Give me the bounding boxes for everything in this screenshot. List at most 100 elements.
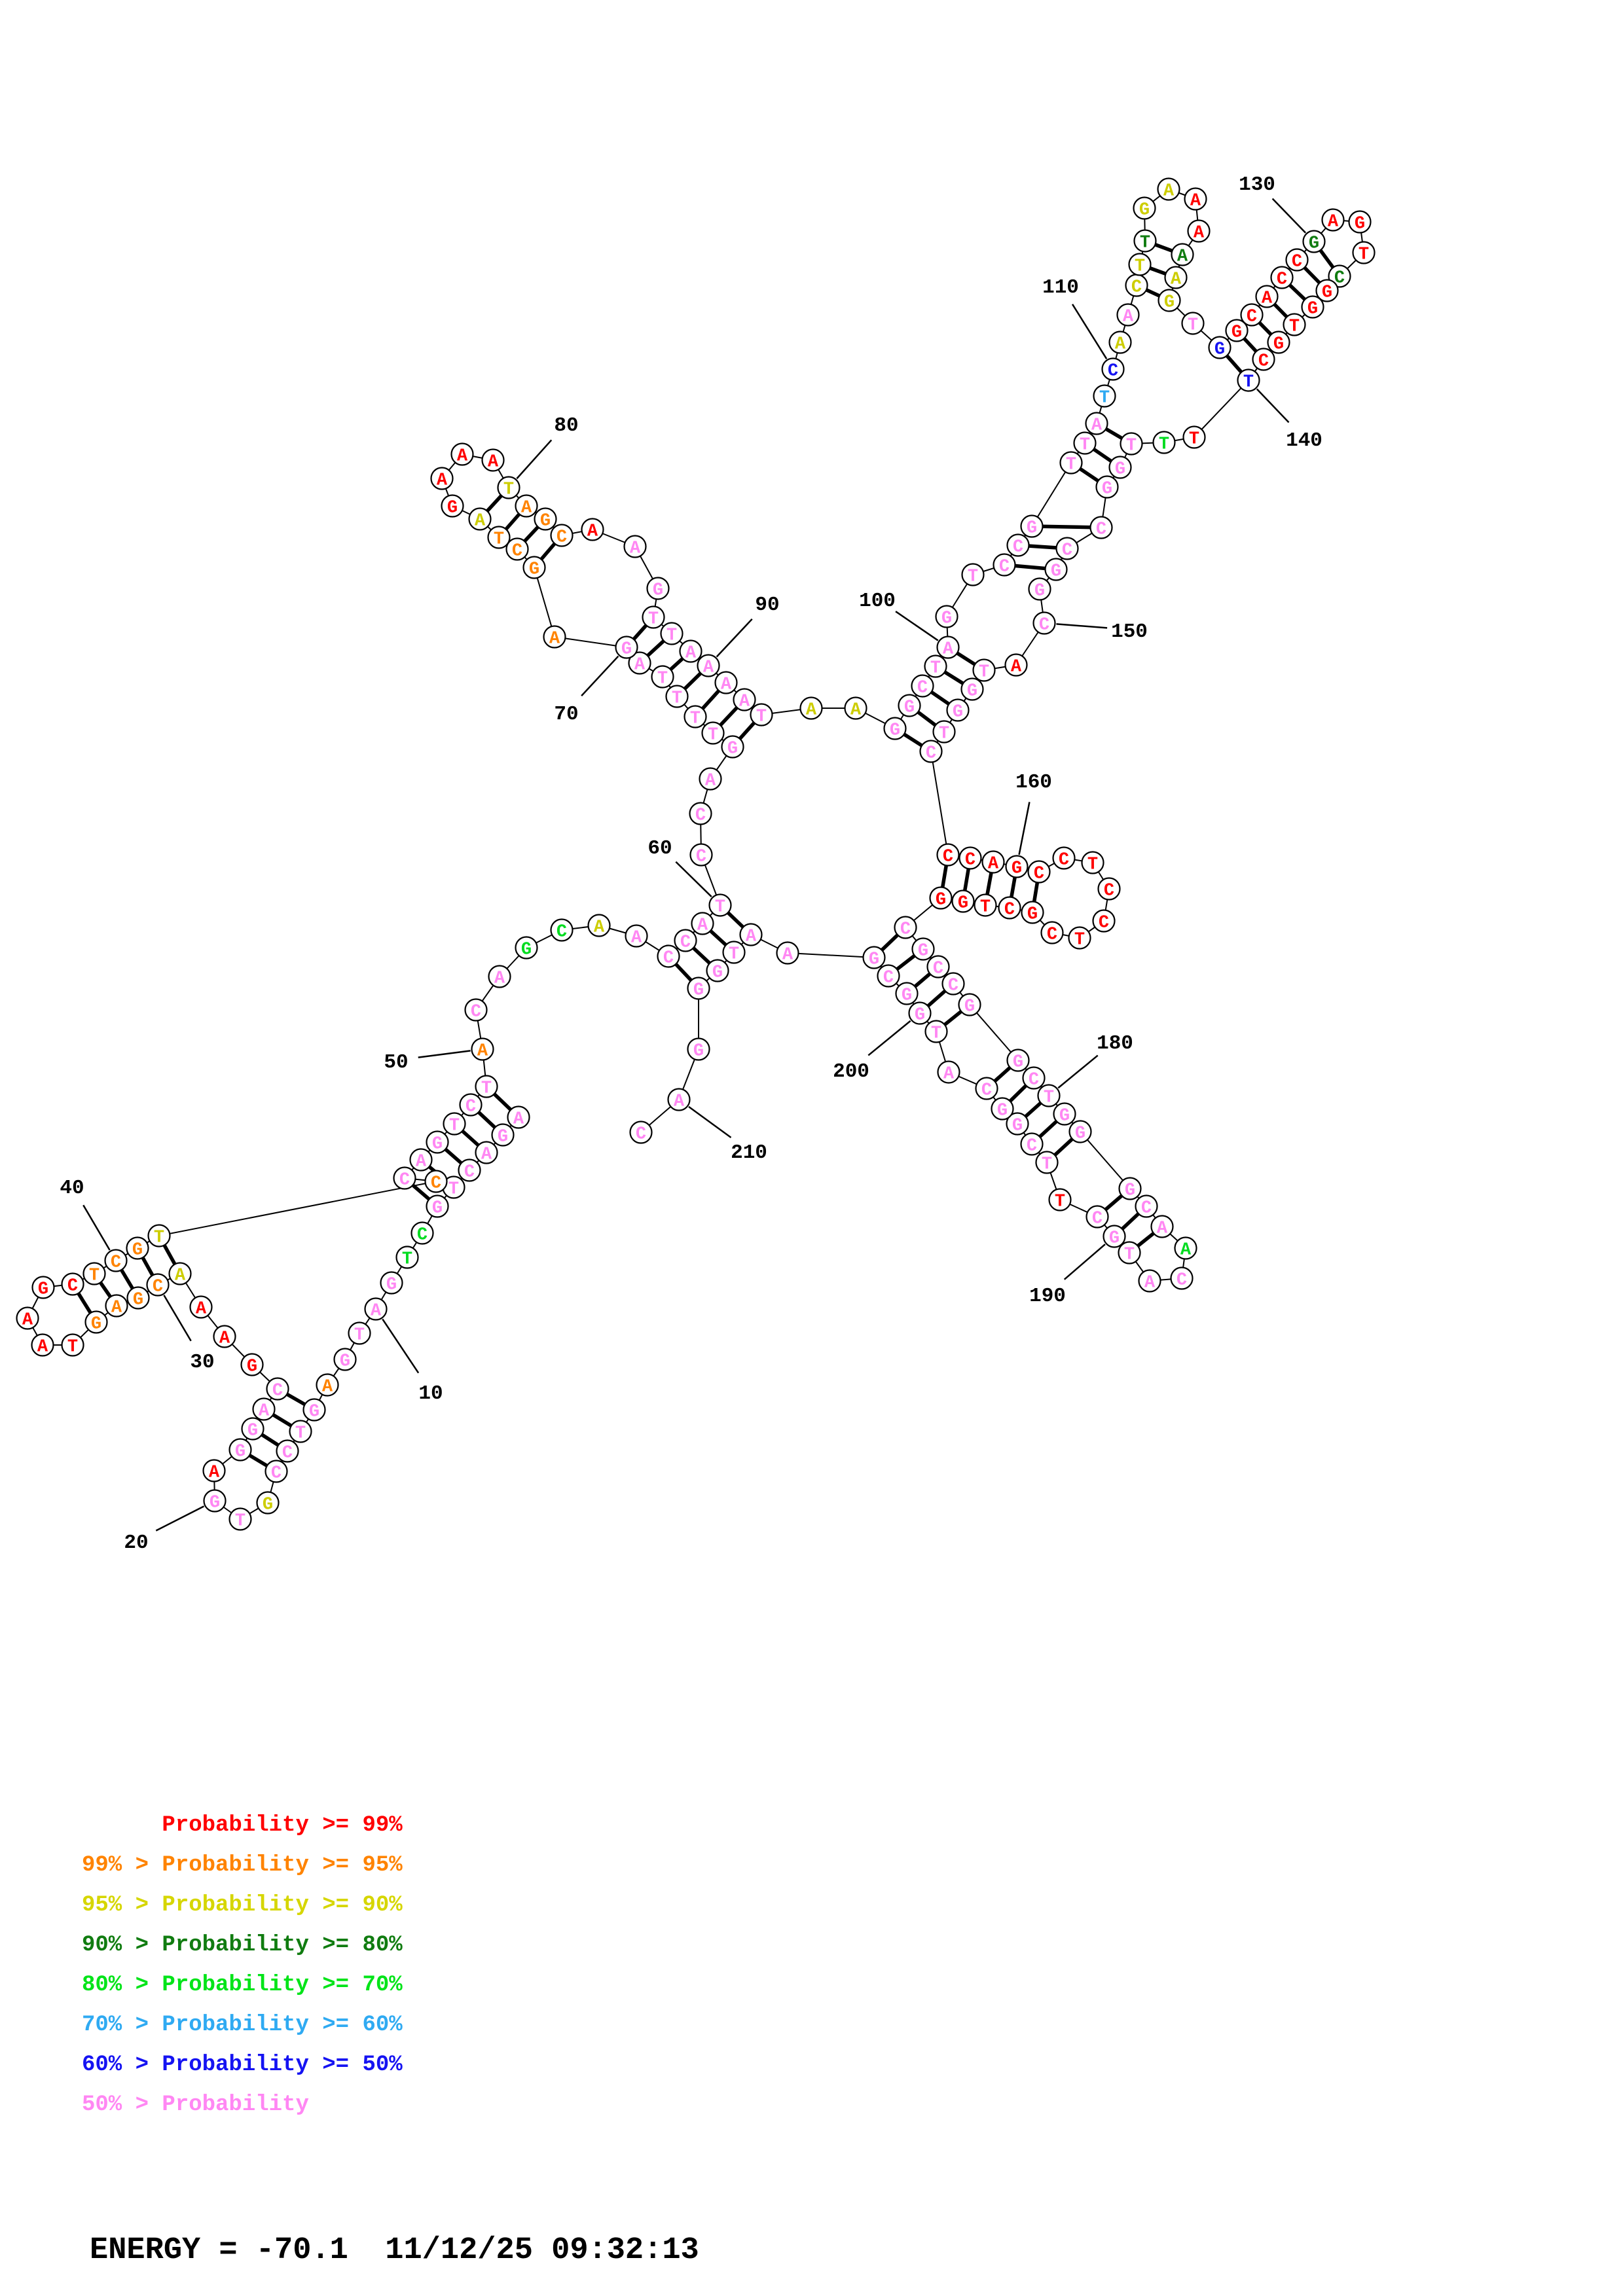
label-leader-line (418, 1050, 471, 1058)
nucleotide-letter: T (503, 480, 514, 500)
nucleotide-letter: A (37, 1338, 48, 1357)
nucleotide: G (426, 1130, 449, 1155)
nucleotide: G (515, 936, 538, 960)
nucleotide: C (410, 1221, 434, 1246)
nucleotide-circle (687, 1037, 710, 1061)
nucleotide: C (958, 846, 982, 870)
nucleotide: A (1171, 243, 1194, 267)
nucleotide-circle (1085, 412, 1108, 435)
nucleotide: A (1138, 1269, 1161, 1293)
nucleotide: G (1006, 1112, 1029, 1136)
nucleotide-circle (687, 977, 710, 1000)
nucleotide-letter: C (471, 1003, 481, 1022)
position-label: 150 (1111, 620, 1148, 643)
nucleotide-circle (240, 1353, 264, 1376)
nucleotide-letter: G (918, 942, 928, 961)
nucleotide-letter: C (556, 923, 567, 942)
nucleotide: A (844, 696, 867, 721)
nucleotide-circle (441, 494, 464, 518)
nucleotide-circle (426, 1194, 449, 1218)
nucleotide-circle (936, 843, 960, 867)
nucleotide-circle (458, 1158, 481, 1182)
nucleotide-letter: T (1188, 316, 1198, 336)
nucleotide-letter: T (1159, 435, 1169, 455)
nucleotide: G (991, 1097, 1014, 1121)
nucleotide-letter: G (1355, 215, 1365, 234)
nucleotide-circle (699, 767, 722, 791)
nucleotide-circle (104, 1249, 128, 1272)
nucleotide: A (1085, 412, 1108, 436)
nucleotide: G (126, 1286, 150, 1310)
nucleotide: G (1053, 1102, 1076, 1126)
nucleotide: G (1021, 901, 1044, 925)
nucleotide-circle (1108, 456, 1132, 479)
nucleotide-letter: T (354, 1326, 365, 1346)
nucleotide-circle (799, 696, 823, 720)
nucleotide-circle (459, 1093, 483, 1117)
nucleotide-letter: T (672, 689, 682, 709)
nucleotide: C (459, 1093, 483, 1117)
nucleotide-letter: T (648, 610, 659, 630)
nucleotide: A (697, 654, 720, 678)
nucleotide: A (679, 639, 702, 664)
nucleotide: C (993, 553, 1016, 577)
nucleotide-circle (1028, 577, 1051, 601)
nucleotide: C (1020, 1132, 1044, 1157)
nucleotide: T (487, 526, 511, 550)
position-labels: 10 20 30 40 50 60 70 80 90 100 110 130 140 150 160 180 1… (60, 173, 1322, 1554)
nucleotide: A (799, 696, 823, 721)
nucleotide: G (31, 1276, 55, 1300)
nucleotide: A (936, 636, 960, 660)
nucleotide: C (1270, 266, 1294, 290)
nucleotide: A (1174, 1236, 1197, 1261)
nucleotide-circle (505, 537, 529, 561)
nucleotide-letter: G (235, 1443, 246, 1462)
nucleotide-circle (488, 965, 511, 988)
nucleotide: T (684, 705, 707, 729)
nucleotide-circle (708, 893, 732, 917)
nucleotide-letter: T (481, 1079, 492, 1099)
nucleotide-circle (1073, 431, 1097, 455)
nucleotide-letter: A (475, 512, 486, 531)
nucleotide-circle (1270, 266, 1294, 289)
label-leader-line (163, 1295, 192, 1342)
nucleotide-letter: C (1047, 925, 1057, 945)
position-label: 180 (1097, 1032, 1133, 1055)
nucleotide-letter: T (1189, 430, 1199, 450)
nucleotide-letter: A (196, 1300, 207, 1319)
nucleotide-letter: C (271, 1464, 282, 1484)
nucleotide-letter: C (1104, 882, 1114, 901)
nucleotide: T (61, 1333, 84, 1357)
nucleotide: C (877, 964, 900, 988)
nucleotide-letter: C (1334, 269, 1345, 289)
nucleotide-circle (932, 720, 956, 744)
nucleotide: A (488, 965, 511, 989)
nucleotide: C (146, 1273, 170, 1297)
nucleotide-circle (1097, 877, 1121, 901)
nucleotide-letter: A (481, 1145, 492, 1165)
nucleotide-circle (1005, 855, 1029, 878)
nucleotide-letter: A (850, 701, 862, 721)
nucleotide-circle (911, 674, 934, 698)
nucleotide-letter: G (1027, 519, 1037, 539)
nucleotide: A (202, 1459, 226, 1483)
nucleotide: C (1089, 516, 1113, 540)
nucleotide-letter: G (997, 1102, 1008, 1121)
nucleotide: A (733, 688, 756, 712)
nucleotide: G (898, 694, 921, 718)
nucleotide: G (441, 494, 464, 518)
nucleotide-circle (877, 964, 900, 988)
nucleotide-circle (894, 916, 917, 939)
nucleotide-circle (146, 1273, 170, 1297)
nucleotide-circle (380, 1271, 403, 1295)
nucleotide-circle (1157, 177, 1180, 201)
nucleotide-circle (1252, 348, 1275, 371)
nucleotide-letter: T (1042, 1155, 1052, 1175)
nucleotide-letter: T (968, 567, 978, 587)
nucleotide-letter: A (943, 640, 954, 660)
nucleotide-circle (1267, 331, 1290, 354)
nucleotide: C (894, 916, 917, 940)
nucleotide: A (1108, 331, 1132, 355)
position-label: 130 (1239, 173, 1275, 196)
nucleotide-letter: A (587, 522, 598, 542)
